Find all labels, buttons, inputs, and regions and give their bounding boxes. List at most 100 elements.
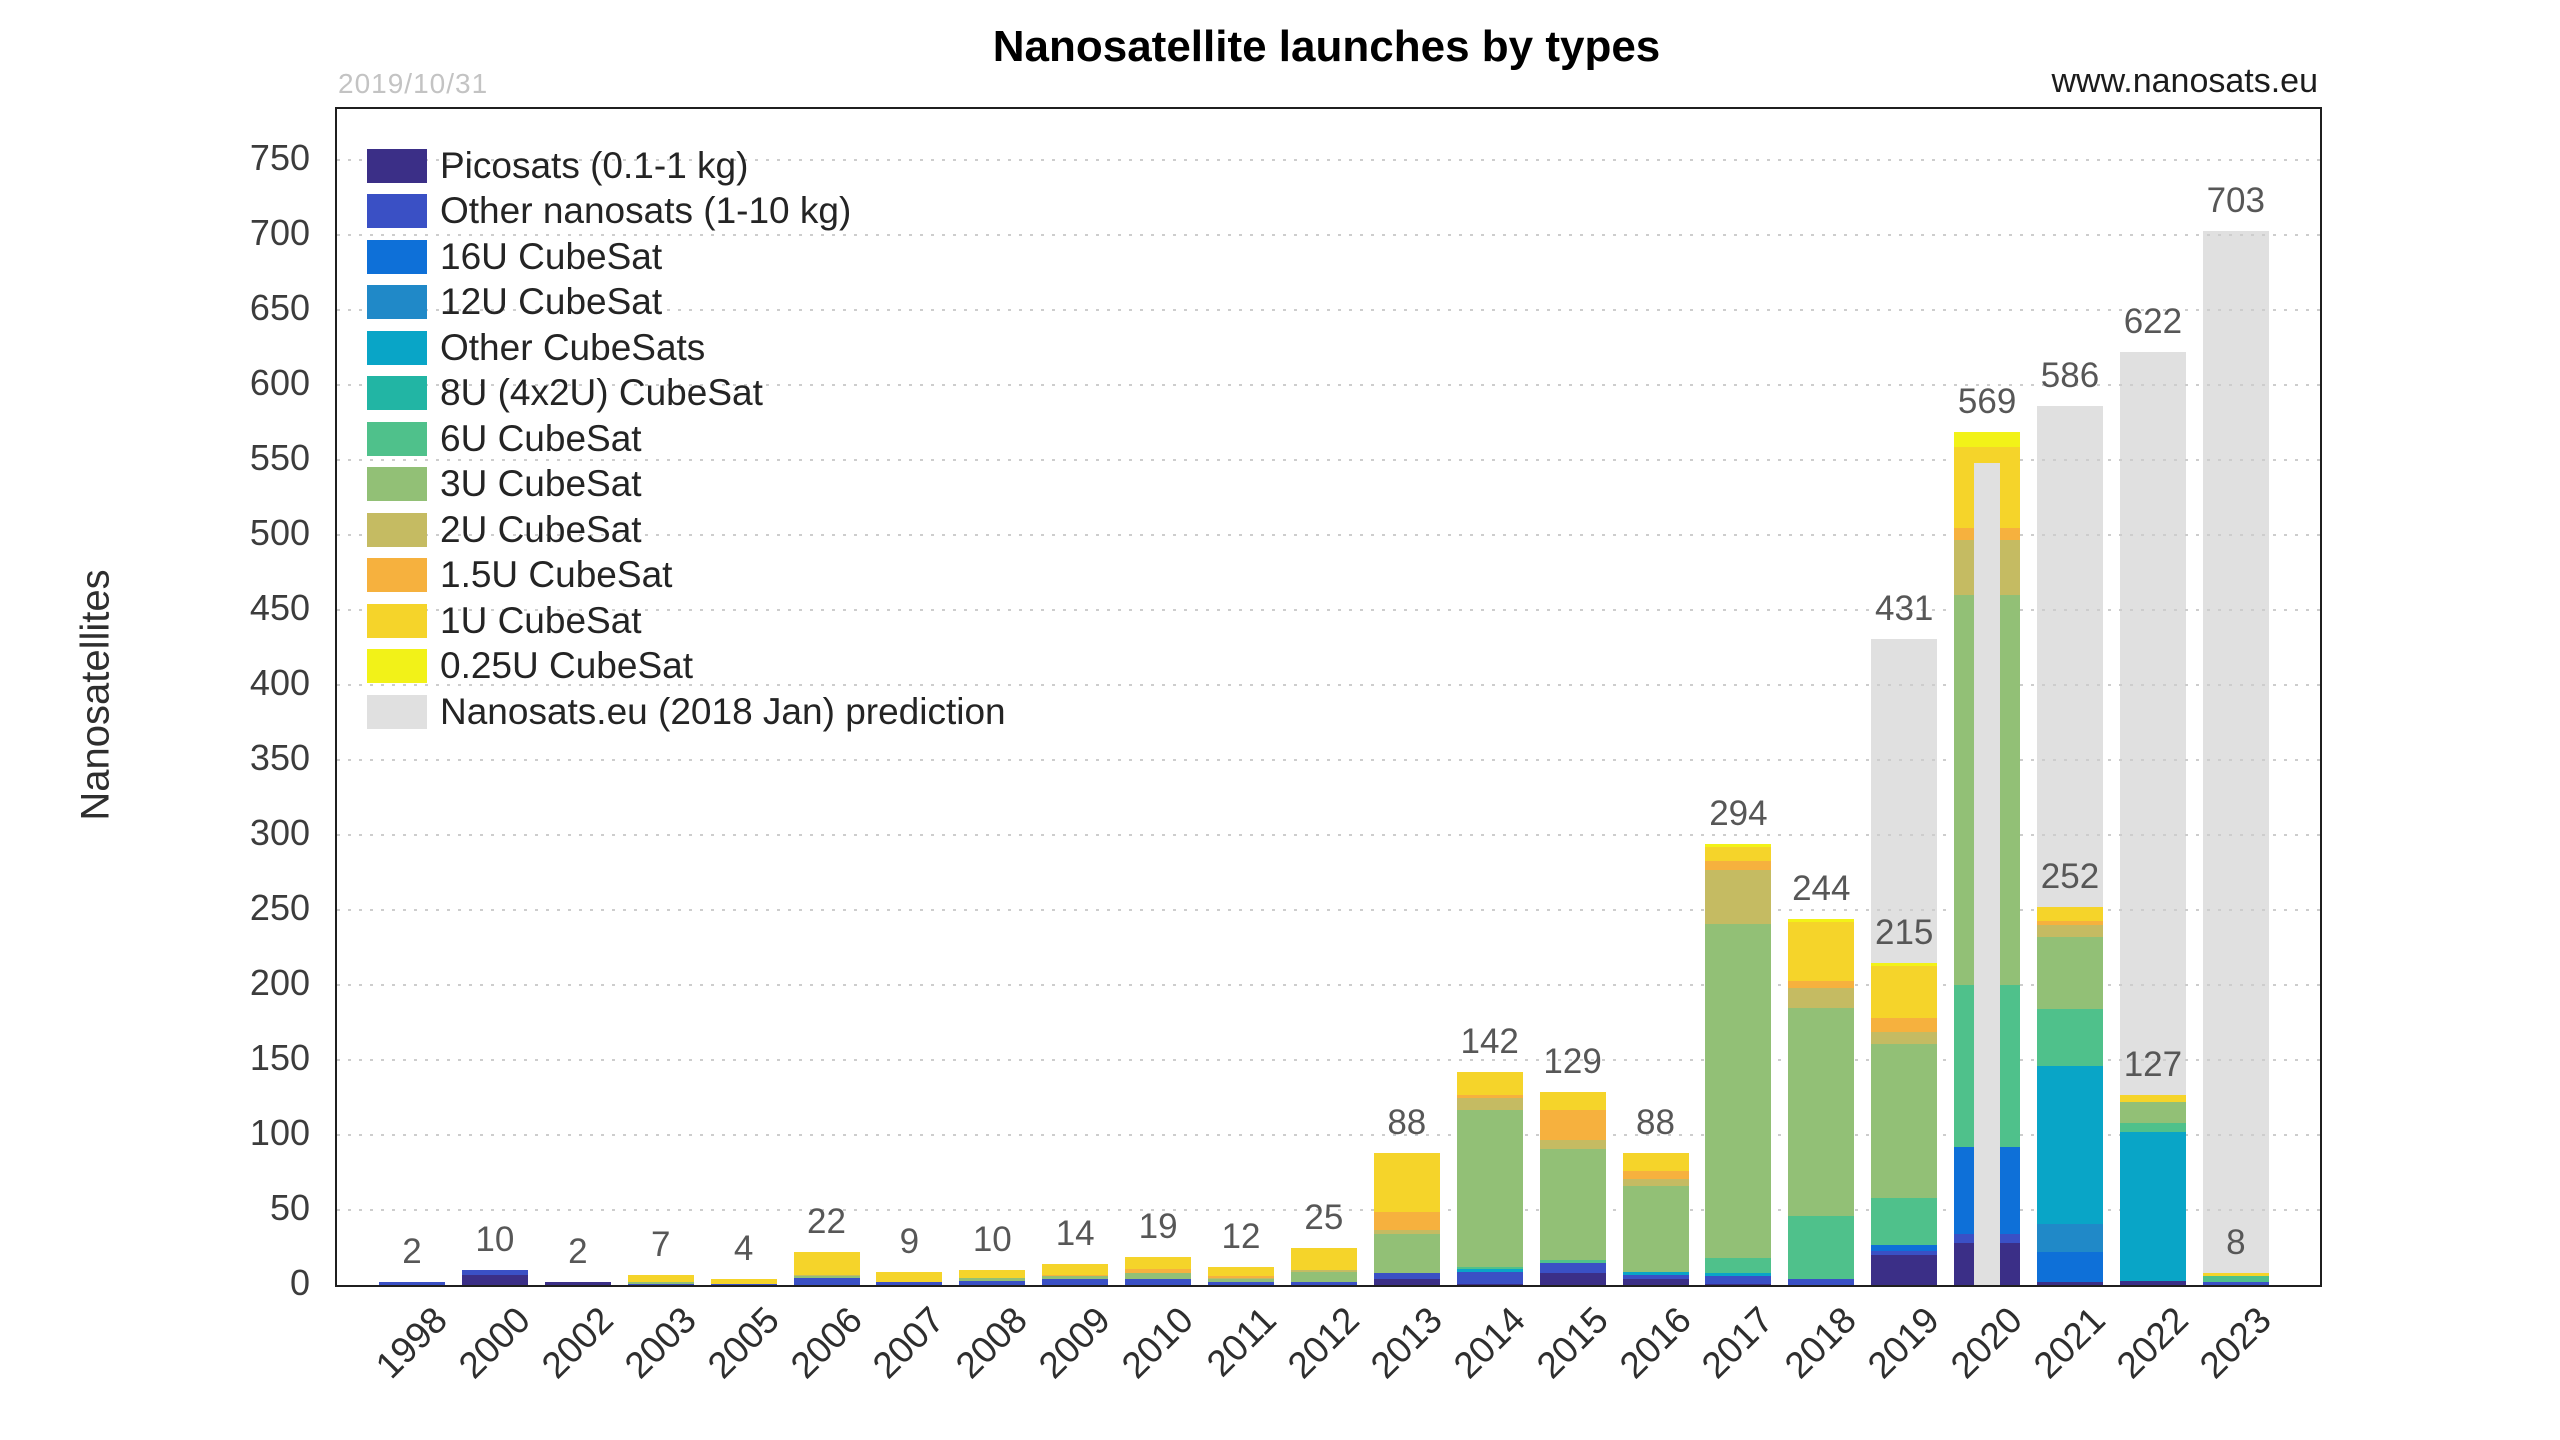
segment-2017-cs1_5u [1705,860,1772,870]
legend-label-cs16u: 16U CubeSat [440,235,663,277]
bar-2000 [461,1270,528,1285]
legend-swatch-prediction [367,694,427,729]
bar-2009 [1042,1264,1109,1285]
x-tick-2020: 2020 [1942,1299,2031,1387]
segment-2015-cs3u [1539,1148,1606,1260]
segment-2023-cs1u [2202,1273,2269,1276]
legend-swatch-cs6u [367,421,427,456]
legend-swatch-cs0_25u [367,649,427,684]
prediction-label-2023: 703 [2206,180,2265,220]
y-tick-100: 100 [249,1112,310,1153]
segment-2011-cs1_5u [1208,1276,1274,1278]
legend-item-other_nanosats: Other nanosats (1-10 kg) [367,189,1006,235]
legend-label-cs6u: 6U CubeSat [440,417,642,459]
segment-2003-other_nanosats [627,1283,694,1285]
bar-2017 [1705,844,1772,1285]
segment-2019-cs1_5u [1871,1018,1938,1032]
x-tick-2013: 2013 [1362,1299,1450,1387]
bar-2015 [1539,1091,1606,1285]
segment-2019-cs6u [1871,1198,1938,1245]
y-tick-500: 500 [249,512,310,553]
gridline-y-450 [337,609,2320,611]
gridline-y-50 [337,1209,2320,1211]
segment-2011-other_nanosats [1208,1282,1274,1285]
segment-2014-cs6u [1456,1267,1523,1269]
segment-2016-cs2u [1622,1178,1689,1186]
bar-2005 [710,1279,777,1285]
total-label-2014: 142 [1460,1022,1519,1061]
legend-item-cs6u: 6U CubeSat [367,416,1006,462]
y-tick-750: 750 [249,137,310,178]
x-tick-2018: 2018 [1777,1299,1865,1387]
prediction-bar-2023 [2202,230,2269,1285]
y-tick-250: 250 [249,887,310,928]
total-label-2020: 569 [1957,381,2017,421]
bar-2014 [1456,1072,1523,1285]
total-label-2016: 88 [1636,1103,1675,1142]
segment-2019-cs16u [1871,1244,1938,1251]
segment-2018-other_nanosats [1788,1279,1855,1285]
gridline-y-200 [337,984,2320,986]
legend-item-cs3u: 3U CubeSat [367,462,1006,508]
segment-2010-cs1_5u [1125,1268,1192,1273]
segment-2014-other_nanosats [1456,1271,1523,1284]
x-tick-2016: 2016 [1611,1299,1699,1387]
segment-2006-cs3u [793,1276,860,1278]
segment-2014-picosats [1456,1283,1523,1285]
segment-2015-cs1u [1539,1091,1606,1110]
legend-swatch-cs8u [367,376,427,411]
bar-2006 [793,1252,860,1285]
segment-2013-other_nanosats [1373,1273,1440,1279]
segment-2009-other_nanosats [1042,1279,1109,1285]
segment-2022-other_cubesats [2119,1132,2186,1281]
total-label-2002: 2 [568,1232,588,1271]
segment-2021-cs12u [2037,1223,2103,1252]
segment-2017-picosats [1705,1283,1772,1285]
segment-2016-other_nanosats [1622,1274,1689,1279]
y-tick-0: 0 [289,1262,310,1303]
segment-2014-other_cubesats [1456,1268,1523,1272]
total-label-2007: 9 [899,1221,920,1261]
segment-2021-cs1_5u [2037,920,2103,925]
gridline-y-400 [337,684,2320,686]
segment-2010-cs3u [1125,1273,1192,1279]
segment-2018-cs1_5u [1788,980,1855,988]
y-tick-150: 150 [249,1037,310,1078]
bar-2010 [1125,1256,1192,1285]
segment-2019-cs3u [1871,1043,1938,1198]
segment-2010-cs1u [1125,1256,1192,1269]
segment-2018-cs1u [1788,922,1855,981]
total-label-1998: 2 [402,1232,422,1271]
segment-2013-picosats [1373,1279,1440,1285]
segment-2000-picosats [461,1274,528,1285]
total-label-2005: 4 [733,1229,754,1268]
segment-2021-cs6u [2037,1009,2103,1066]
segment-2021-cs3u [2037,937,2103,1009]
legend-label-cs1u: 1U CubeSat [440,599,642,641]
chart-legend: Picosats (0.1-1 kg) Other nanosats (1-10 … [367,143,1006,735]
segment-2007-cs1u [876,1271,943,1282]
y-tick-650: 650 [249,287,310,328]
segment-2019-other_nanosats [1871,1250,1938,1255]
segment-2008-cs1u [959,1270,1026,1278]
gridline-y-250 [337,909,2320,911]
legend-item-cs2u: 2U CubeSat [367,507,1006,553]
x-tick-2014: 2014 [1445,1299,1533,1387]
segment-2018-cs0_25u [1788,919,1855,922]
segment-2019-cs2u [1871,1031,1938,1044]
prediction-overlay-2020 [1974,463,2001,1285]
segment-2009-cs1u [1042,1264,1109,1275]
segment-2013-cs1u [1373,1153,1440,1212]
bar-2018 [1788,919,1855,1285]
legend-label-cs2u: 2U CubeSat [440,508,642,550]
legend-label-other_cubesats: Other CubeSats [440,326,706,368]
segment-2016-cs3u [1622,1186,1689,1272]
y-tick-300: 300 [249,812,310,853]
segment-2023-cs6u [2202,1276,2269,1282]
x-tick-2006: 2006 [782,1299,870,1387]
bar-2002 [544,1282,611,1285]
legend-swatch-other_cubesats [367,330,427,365]
segment-1998-other_nanosats [379,1282,445,1285]
segment-2018-cs3u [1788,1007,1855,1216]
x-tick-2019: 2019 [1859,1299,1948,1387]
